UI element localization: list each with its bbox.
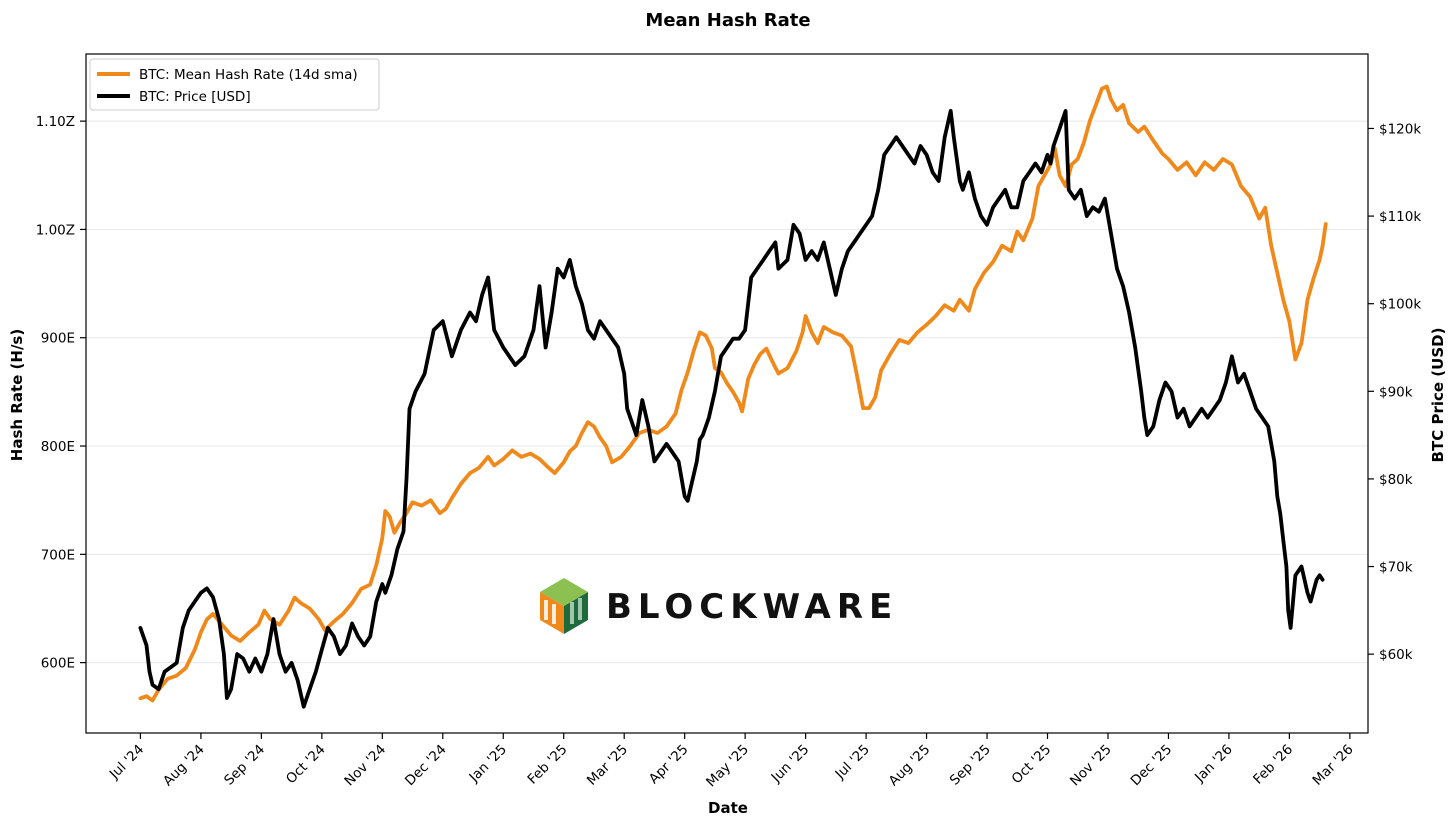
right-tick-label: $70k xyxy=(1379,560,1413,576)
right-tick-label: $110k xyxy=(1379,209,1421,225)
left-tick-label: 1.00Z xyxy=(36,222,75,238)
x-tick-label: Jul '25 xyxy=(832,742,873,783)
right-tick-label: $60k xyxy=(1379,647,1413,663)
left-tick-label: 700E xyxy=(41,547,75,563)
x-tick-label: Mar '26 xyxy=(1310,742,1357,789)
left-tick-label: 600E xyxy=(41,656,75,672)
blockware-logo-mark xyxy=(540,578,588,634)
legend-box xyxy=(89,58,380,111)
series-line-hash-rate xyxy=(138,84,1328,703)
axes: 600E 700E 800E 900E 1.00Z 1.10Z $60k $70k $80k $9… xyxy=(36,53,1421,791)
x-tick-label: Feb '25 xyxy=(525,742,571,788)
x-tick-label: Nov '24 xyxy=(341,742,389,790)
x-tick-label: Sep '24 xyxy=(221,742,268,789)
x-tick-label: Feb '26 xyxy=(1250,742,1296,788)
right-tick-label: $90k xyxy=(1379,384,1413,400)
right-tick-label: $120k xyxy=(1379,121,1421,137)
x-axis-label: Date xyxy=(708,799,748,817)
legend-label-price: BTC: Price [USD] xyxy=(139,89,251,105)
x-tick-label: Oct '24 xyxy=(283,742,329,788)
series-line-price xyxy=(138,109,1325,709)
legend-label-hash-rate: BTC: Mean Hash Rate (14d sma) xyxy=(139,67,358,83)
x-tick-label: Dec '24 xyxy=(402,742,450,790)
legend: BTC: Mean Hash Rate (14d sma) BTC: Price… xyxy=(89,58,380,111)
x-tick-label: Jul '24 xyxy=(106,742,147,783)
x-tick-label: Mar '25 xyxy=(584,742,631,789)
right-tick-label: $80k xyxy=(1379,472,1413,488)
x-tick-label: May '25 xyxy=(703,742,752,791)
x-tick-label: Jun '25 xyxy=(768,742,813,787)
series-layer xyxy=(138,84,1328,709)
blockware-wordmark: BLOCKWARE xyxy=(606,587,898,627)
x-tick-label: Jan '26 xyxy=(1191,742,1236,787)
left-tick-label: 1.10Z xyxy=(36,114,75,130)
x-tick-label: Aug '24 xyxy=(160,742,208,790)
right-tick-label: $100k xyxy=(1379,297,1421,313)
blockware-logo: BLOCKWARE xyxy=(540,578,898,634)
left-tick-label: 800E xyxy=(41,439,75,455)
left-y-axis-label: Hash Rate (H/s) xyxy=(8,329,26,461)
x-tick-label: Nov '25 xyxy=(1067,742,1115,790)
chart-title: Mean Hash Rate xyxy=(645,10,810,31)
plot-frame xyxy=(85,53,1369,734)
x-tick-label: Jan '25 xyxy=(466,742,511,787)
x-tick-label: Apr '25 xyxy=(646,742,692,788)
x-tick-label: Dec '25 xyxy=(1128,742,1176,790)
right-y-axis-label: BTC Price (USD) xyxy=(1429,328,1447,463)
gridlines xyxy=(86,120,1368,664)
x-tick-label: Aug '25 xyxy=(886,742,934,790)
left-tick-label: 900E xyxy=(41,331,75,347)
x-tick-label: Sep '25 xyxy=(947,742,994,789)
x-tick-label: Oct '25 xyxy=(1009,742,1055,788)
